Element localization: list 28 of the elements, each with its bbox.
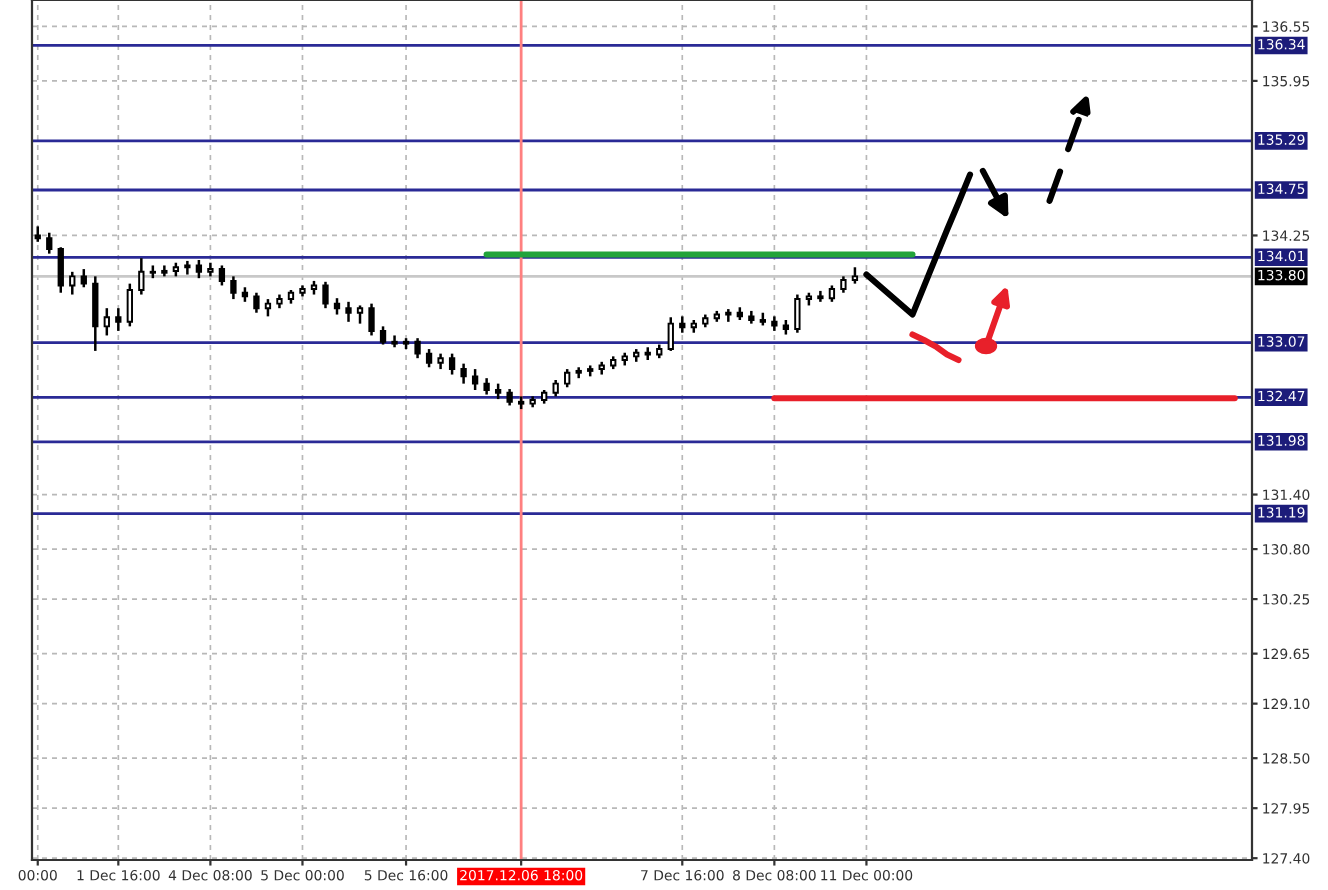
candlestick (667, 316, 674, 353)
candlestick (425, 347, 433, 369)
line-series (863, 171, 974, 318)
candlestick (115, 306, 122, 333)
candlestick (253, 291, 260, 314)
line-series (909, 331, 962, 364)
candlestick (126, 282, 133, 328)
candlestick (138, 256, 145, 296)
candlestick (57, 246, 64, 294)
candlestick (230, 275, 237, 301)
candlestick (69, 270, 76, 296)
candlestick (368, 302, 375, 337)
candlestick (414, 336, 421, 360)
candlestick (460, 362, 467, 385)
candlestick (356, 304, 364, 325)
candlestick (92, 275, 99, 353)
candlestick (794, 293, 801, 334)
candlestick (46, 231, 53, 255)
candlestick (103, 306, 110, 337)
candlestick (195, 258, 203, 280)
candlestick (218, 264, 226, 287)
candlestick (471, 367, 479, 392)
candlestick (564, 367, 571, 389)
candlestick (80, 267, 87, 289)
candlestick (322, 280, 329, 310)
candlestick (448, 352, 456, 376)
candlestick (379, 325, 387, 346)
candlestick (345, 300, 352, 324)
